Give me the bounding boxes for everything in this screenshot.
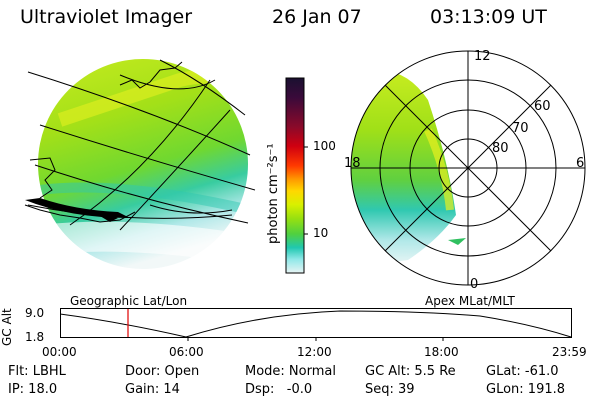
alt-xtick-0600: 06:00 [169,345,204,359]
alt-ytick-high: 9.0 [25,306,45,320]
status-door: Door: Open [125,364,200,379]
app-title: Ultraviolet Imager [20,6,193,28]
colorbar-unit-label: photon cm⁻²s⁻¹ [266,143,281,244]
header-time: 03:13:09 UT [430,6,547,28]
alt-ylabel: GC Alt [0,308,14,346]
polar-label-6: 6 [576,156,584,171]
status-gain: Gain: 14 [125,382,180,397]
alt-ytick-low: 1.8 [25,330,45,344]
status-dsp: Dsp: -0.0 [245,382,313,397]
geographic-image [24,59,256,269]
status-glon: GLon: 191.8 [486,382,566,397]
colorbar-tick-10: 10 [313,226,329,240]
alt-xtick-0000: 00:00 [42,345,77,359]
polar-ring-80: 80 [492,141,509,156]
colorbar-tick-100: 100 [313,139,336,153]
status-gc-alt: GC Alt: 5.5 Re [365,364,456,379]
status-seq: Seq: 39 [365,382,415,397]
alt-xtick-1200: 12:00 [297,345,332,359]
polar-plot: 12 0 18 6 60 70 80 [344,49,586,292]
polar-ring-70: 70 [512,121,529,136]
header-date: 26 Jan 07 [272,6,362,28]
alt-xtick-2359: 23:59 [552,345,587,359]
status-glat: GLat: -61.0 [486,364,559,379]
alt-xtick-1800: 18:00 [424,345,459,359]
right-caption: Apex MLat/MLT [425,294,515,308]
left-caption: Geographic Lat/Lon [70,294,188,308]
status-mode: Mode: Normal [245,364,336,379]
colorbar [285,77,308,274]
polar-ring-60: 60 [534,99,551,114]
polar-label-0: 0 [470,277,478,292]
status-ip: IP: 18.0 [8,382,58,397]
altitude-plot [60,308,572,341]
polar-label-12: 12 [474,49,491,64]
status-flt: Flt: LBHL [8,364,66,379]
polar-label-18: 18 [344,156,361,171]
